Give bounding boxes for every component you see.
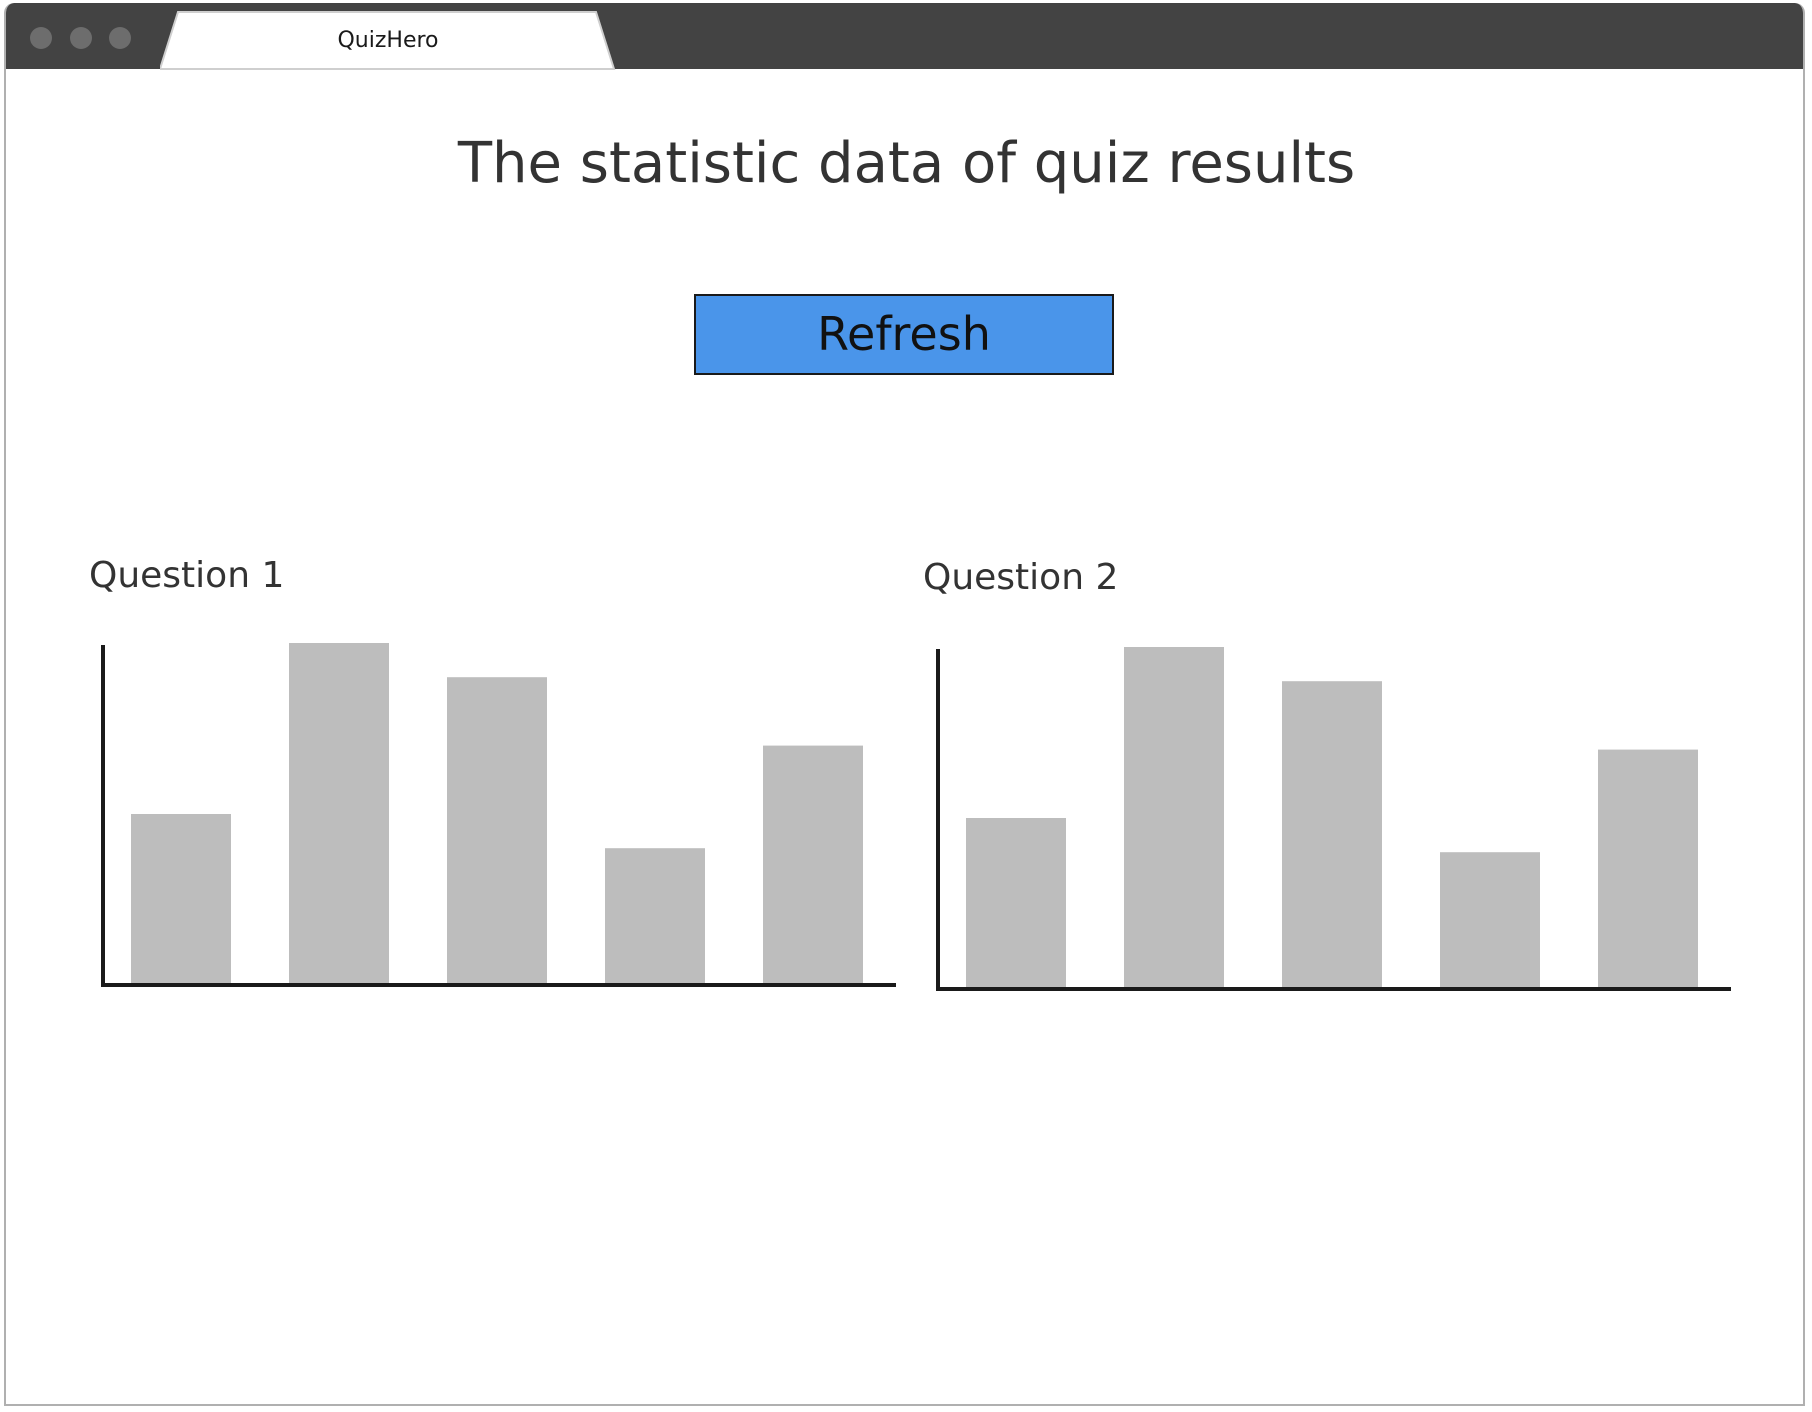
bar-1 [131,814,231,985]
bar-4 [605,848,705,985]
bar-5 [763,745,863,985]
question-1-bar-chart [101,643,896,987]
close-window-dot-icon[interactable] [30,27,52,49]
bar-2 [1124,647,1224,989]
question-2-bar-chart [936,647,1731,991]
browser-tab[interactable] [160,11,616,71]
minimize-window-dot-icon[interactable] [70,27,92,49]
bar-3 [447,677,547,985]
maximize-window-dot-icon[interactable] [109,27,131,49]
tab-title[interactable]: QuizHero [337,28,439,53]
question-2-chart-title: Question 2 [923,557,1119,598]
question-1-chart-title: Question 1 [89,555,285,596]
bar-5 [1598,749,1698,989]
browser-window: QuizHero The statistic data of quiz resu… [4,3,1805,1406]
refresh-button[interactable]: Refresh [694,294,1114,375]
bar-3 [1282,681,1382,989]
bar-2 [289,643,389,985]
bar-1 [966,818,1066,989]
browser-titlebar: QuizHero [6,3,1803,71]
page-title: The statistic data of quiz results [457,131,1356,196]
bar-4 [1440,852,1540,989]
